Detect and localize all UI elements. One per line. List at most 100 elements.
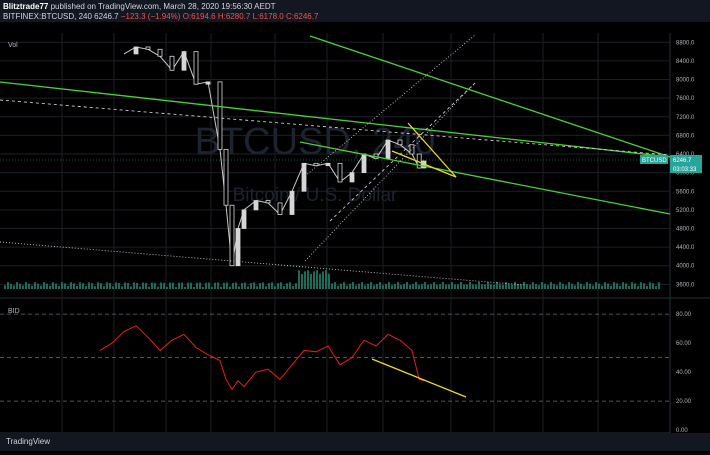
- volume-bar: [58, 285, 60, 289]
- channel-bottom: [304, 82, 476, 262]
- volume-bar: [583, 285, 585, 289]
- volume-bar: [466, 284, 468, 289]
- volume-bar: [649, 282, 651, 289]
- candle: [361, 153, 367, 174]
- volume-bar: [268, 283, 270, 289]
- volume-bar: [556, 285, 558, 289]
- open-value: O:6194.6: [182, 12, 216, 21]
- volume-bar: [40, 285, 42, 289]
- volume-bar: [640, 282, 642, 289]
- volume-bar: [211, 286, 213, 289]
- volume-bar: [394, 283, 396, 289]
- candle: [205, 81, 211, 85]
- volume-bar: [409, 284, 411, 289]
- volume-bar: [412, 284, 414, 289]
- volume-bar: [370, 282, 372, 289]
- rsi-panel: [0, 313, 670, 402]
- volume-bar: [250, 282, 252, 289]
- volume-bar: [571, 283, 573, 289]
- volume-bar: [445, 284, 447, 289]
- volume-bar: [31, 285, 33, 289]
- rsi-y-tick-label: 80.00: [676, 312, 692, 318]
- symbol-label[interactable]: BITFINEX:BTCUSD, 240: [3, 12, 92, 21]
- volume-bar: [220, 286, 222, 289]
- volume-bar: [448, 284, 450, 289]
- volume-bar: [568, 282, 570, 289]
- volume-bar: [637, 285, 639, 289]
- publish-line: Blitztrade77 published on TradingView.co…: [3, 2, 275, 11]
- candle: [349, 172, 355, 183]
- volume-bar: [19, 283, 21, 289]
- rsi-y-tick-label: 20.00: [676, 399, 692, 405]
- volume-bar: [346, 285, 348, 289]
- volume-bar: [247, 286, 249, 289]
- volume-bar: [97, 282, 99, 289]
- candle: [337, 162, 343, 183]
- volume-bar: [67, 285, 69, 289]
- vol-panel-label: Vol: [8, 42, 18, 49]
- volume-bar: [25, 282, 27, 289]
- volume-bar: [100, 283, 102, 289]
- candle: [193, 51, 199, 85]
- candle: [265, 200, 271, 204]
- volume-bar: [7, 282, 9, 289]
- y-tick-label: 5200.0: [676, 208, 695, 214]
- volume-bar: [289, 282, 291, 289]
- candle: [133, 46, 139, 55]
- grid: [0, 33, 670, 433]
- volume-bar: [544, 283, 546, 289]
- volume-bar: [13, 285, 15, 289]
- volume-bar: [484, 284, 486, 289]
- change-value: −123.3 (−1.94%): [120, 12, 181, 21]
- volume-bar: [184, 286, 186, 289]
- volume-bar: [328, 273, 330, 289]
- y-tick-label: 4000.0: [676, 264, 695, 270]
- candle: [409, 144, 415, 155]
- volume-bar: [478, 282, 480, 289]
- volume-bar: [586, 282, 588, 289]
- candle: [235, 228, 241, 267]
- volume-bar: [292, 286, 294, 289]
- volume-bar: [406, 282, 408, 289]
- volume-bar: [163, 282, 165, 289]
- volume-bar: [127, 282, 129, 289]
- volume-bar: [475, 284, 477, 289]
- volume-bar: [463, 284, 465, 289]
- lower-descending-trendline: [299, 141, 671, 215]
- volume-bar: [175, 286, 177, 289]
- volume-bar: [79, 282, 81, 289]
- y-tick-label: 6800.0: [676, 133, 695, 139]
- tradingview-logo[interactable]: TradingView: [6, 437, 51, 446]
- chart-background: [0, 33, 710, 444]
- yellow-wedge-top: [407, 122, 457, 178]
- author-name[interactable]: Blitztrade77: [3, 2, 49, 11]
- y-tick-label: 4400.0: [676, 245, 695, 251]
- volume-bar: [514, 282, 516, 289]
- volume-bar: [418, 284, 420, 289]
- volume-bar: [304, 271, 306, 289]
- volume-bar: [628, 285, 630, 289]
- volume-bar: [352, 282, 354, 289]
- volume-bar: [34, 282, 36, 289]
- volume-bar: [502, 284, 504, 289]
- ohlc-line: BITFINEX:BTCUSD, 240 6246.7 −123.3 (−1.9…: [3, 12, 318, 21]
- volume-bar: [520, 284, 522, 289]
- volume-bar: [286, 283, 288, 289]
- volume-bar: [265, 286, 267, 289]
- y-tick-label: 8000.0: [676, 78, 695, 84]
- volume-bar: [169, 282, 171, 289]
- candle: [181, 51, 187, 71]
- volume-bar: [646, 286, 648, 289]
- volume-bar: [535, 283, 537, 289]
- volume-bar: [460, 282, 462, 289]
- last-price-tag: [670, 155, 702, 164]
- volume-bar: [325, 270, 327, 289]
- rsi-divergence-line: [371, 358, 467, 398]
- volume-bar: [232, 282, 234, 289]
- volume-bar: [94, 286, 96, 289]
- volume-bar: [547, 285, 549, 289]
- volume-bar: [604, 282, 606, 289]
- volume-bar: [481, 284, 483, 289]
- last-value: 6246.7: [94, 12, 119, 21]
